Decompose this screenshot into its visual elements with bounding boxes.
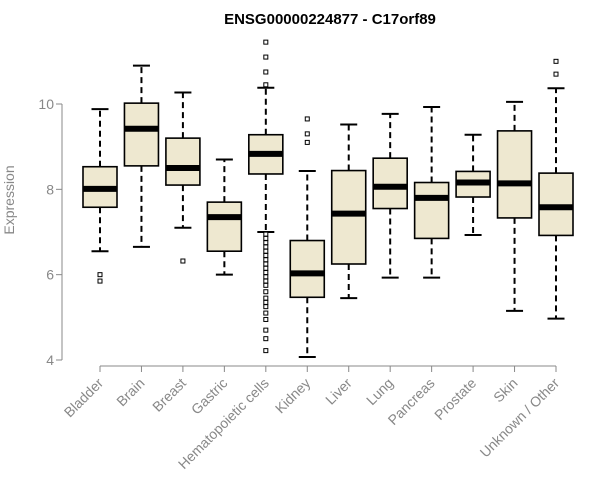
outlier-point — [263, 336, 269, 342]
y-axis-label: Expression — [1, 165, 17, 234]
outlier-point — [263, 295, 269, 301]
box-rect — [289, 239, 326, 299]
outlier-point — [263, 348, 269, 354]
outlier-point — [263, 69, 269, 75]
outlier-point — [263, 274, 269, 280]
outlier-point — [553, 71, 559, 77]
box-gastric — [206, 158, 243, 276]
x-tick-label: Breast — [149, 375, 189, 415]
outlier-point — [263, 231, 269, 237]
outlier-point — [263, 248, 269, 254]
outlier-point — [263, 310, 269, 316]
x-tick-label: Prostate — [431, 375, 479, 423]
outlier-point — [263, 265, 269, 271]
y-tick-label: 10 — [38, 96, 54, 112]
box-lung — [372, 112, 408, 279]
outlier-point — [97, 272, 103, 278]
outlier-point — [180, 258, 186, 264]
outlier-point — [263, 261, 269, 267]
box-rect — [206, 201, 243, 252]
box-liver — [330, 123, 367, 300]
outlier-point — [263, 82, 269, 88]
box-rect — [372, 157, 408, 210]
x-tick-label: Lung — [363, 375, 396, 408]
outlier-point — [263, 270, 269, 276]
box-rect — [413, 181, 450, 240]
outlier-point — [304, 139, 310, 145]
box-unknown-other — [538, 58, 574, 320]
outlier-point — [263, 278, 269, 284]
x-tick-label: Kidney — [272, 375, 314, 417]
outlier-point — [263, 54, 269, 60]
outlier-point — [263, 299, 269, 305]
outlier-point — [263, 327, 269, 333]
box-skin — [496, 100, 533, 312]
x-tick-label: Bladder — [61, 375, 107, 421]
box-rect — [496, 130, 533, 219]
outlier-point — [263, 244, 269, 250]
outlier-point — [263, 252, 269, 258]
outlier-point — [304, 116, 310, 122]
outlier-point — [263, 235, 269, 241]
outlier-point — [263, 289, 269, 295]
outlier-point — [97, 278, 103, 284]
y-tick-label: 6 — [46, 267, 54, 283]
y-axis: 4 6 8 10 — [38, 96, 63, 368]
box-brain — [123, 64, 160, 248]
chart-title: ENSG00000224877 - C17orf89 — [224, 11, 436, 28]
outlier-point — [263, 257, 269, 263]
outlier-point — [263, 39, 269, 45]
x-tick-label: Skin — [490, 375, 521, 406]
box-kidney — [289, 116, 326, 359]
outlier-point — [263, 316, 269, 322]
box-bladder — [82, 108, 118, 284]
box-breast — [165, 91, 201, 264]
box-rect — [123, 102, 160, 167]
x-tick-label: Brain — [113, 375, 147, 409]
outlier-point — [263, 240, 269, 246]
outlier-point — [263, 304, 269, 310]
y-tick-label: 8 — [46, 181, 54, 197]
outlier-point — [304, 131, 310, 137]
box-rect — [165, 137, 201, 186]
x-tick-label: Liver — [322, 375, 355, 408]
outlier-point — [553, 58, 559, 64]
box-group — [82, 39, 574, 359]
outlier-point — [263, 282, 269, 288]
y-tick-label: 4 — [46, 352, 54, 368]
x-tick-label: Unknown / Other — [477, 375, 563, 461]
box-pancreas — [413, 105, 450, 279]
box-prostate — [455, 133, 491, 236]
box-hematopoietic-cells — [248, 39, 284, 354]
box-rect — [330, 169, 367, 265]
